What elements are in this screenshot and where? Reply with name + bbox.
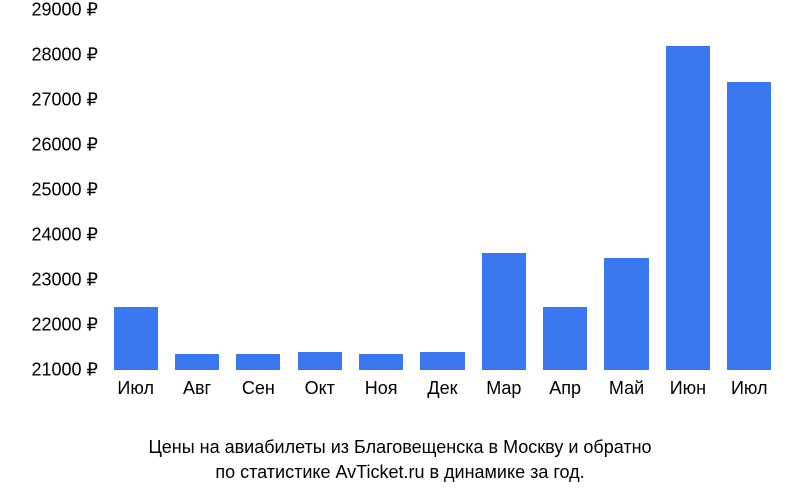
y-tick-label: 28000 ₽ bbox=[31, 45, 98, 66]
plot-area: ИюлАвгСенОктНояДекМарАпрМайИюнИюл bbox=[105, 10, 780, 370]
y-tick-label: 29000 ₽ bbox=[31, 0, 98, 21]
bar bbox=[543, 307, 587, 370]
bar-slot: Май bbox=[596, 10, 657, 370]
bar bbox=[727, 82, 771, 370]
x-tick-label: Авг bbox=[183, 378, 211, 399]
y-tick-label: 27000 ₽ bbox=[31, 90, 98, 111]
bar-slot: Авг bbox=[166, 10, 227, 370]
caption-line-2: по статистике AvTicket.ru в динамике за … bbox=[215, 462, 584, 482]
bars-container: ИюлАвгСенОктНояДекМарАпрМайИюнИюл bbox=[105, 10, 780, 370]
bar bbox=[298, 352, 342, 370]
bar-slot: Мар bbox=[473, 10, 534, 370]
bar-slot: Ноя bbox=[350, 10, 411, 370]
x-tick-label: Апр bbox=[549, 378, 581, 399]
bar bbox=[482, 253, 526, 370]
y-tick-label: 25000 ₽ bbox=[31, 180, 98, 201]
chart-caption: Цены на авиабилеты из Благовещенска в Мо… bbox=[0, 435, 800, 485]
bar bbox=[114, 307, 158, 370]
x-tick-label: Июл bbox=[731, 378, 768, 399]
bar-slot: Окт bbox=[289, 10, 350, 370]
y-tick-label: 26000 ₽ bbox=[31, 135, 98, 156]
price-chart: ИюлАвгСенОктНояДекМарАпрМайИюнИюл 21000 … bbox=[0, 0, 800, 420]
x-tick-label: Сен bbox=[242, 378, 275, 399]
y-tick-label: 23000 ₽ bbox=[31, 270, 98, 291]
bar bbox=[236, 354, 280, 370]
bar-slot: Апр bbox=[535, 10, 596, 370]
bar bbox=[420, 352, 464, 370]
y-tick-label: 21000 ₽ bbox=[31, 360, 98, 381]
bar-slot: Июл bbox=[719, 10, 780, 370]
x-tick-label: Окт bbox=[305, 378, 335, 399]
bar-slot: Июн bbox=[657, 10, 718, 370]
bar-slot: Июл bbox=[105, 10, 166, 370]
bar bbox=[604, 258, 648, 371]
x-tick-label: Июн bbox=[670, 378, 706, 399]
bar-slot: Сен bbox=[228, 10, 289, 370]
y-tick-label: 22000 ₽ bbox=[31, 315, 98, 336]
bar bbox=[666, 46, 710, 370]
x-tick-label: Ноя bbox=[365, 378, 398, 399]
x-tick-label: Дек bbox=[427, 378, 457, 399]
y-tick-label: 24000 ₽ bbox=[31, 225, 98, 246]
x-tick-label: Май bbox=[609, 378, 644, 399]
x-tick-label: Мар bbox=[486, 378, 521, 399]
caption-line-1: Цены на авиабилеты из Благовещенска в Мо… bbox=[148, 437, 651, 457]
bar-slot: Дек bbox=[412, 10, 473, 370]
bar bbox=[359, 354, 403, 370]
x-tick-label: Июл bbox=[117, 378, 154, 399]
bar bbox=[175, 354, 219, 370]
